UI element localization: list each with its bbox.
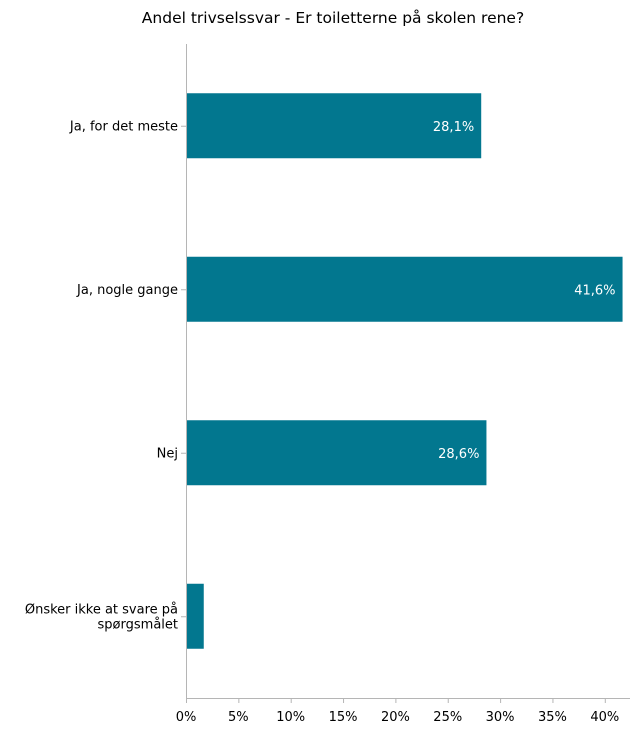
x-tick-label: 25% [433, 710, 462, 725]
bar-value-label: 28,6% [438, 447, 479, 462]
bar [187, 256, 623, 322]
bars-layer: Ja, for det meste 28,1% Ja, nogle gange 41,… [25, 93, 623, 649]
bar-value-label: 41,6% [574, 283, 615, 298]
x-tick-label: 15% [329, 710, 358, 725]
x-tick-label: 35% [538, 710, 567, 725]
bar [187, 583, 204, 649]
x-tick-label: 40% [590, 710, 619, 725]
y-category-label: Ja, for det meste [69, 119, 178, 134]
x-tick-label: 30% [486, 710, 515, 725]
y-category-label: Ja, nogle gange [76, 283, 178, 298]
axes: 0% 5% 10% 15% 20% 25% 30% 35% 40% [176, 44, 630, 725]
y-category-label: Ønsker ikke at svare på spørgsmålet [25, 602, 178, 632]
y-category-label: Nej [157, 446, 178, 461]
x-tick-label: 0% [176, 710, 197, 725]
bar [187, 420, 487, 486]
chart-title: Andel trivselssvar - Er toiletterne på s… [142, 9, 524, 27]
x-tick-label: 10% [276, 710, 305, 725]
bar [187, 93, 482, 159]
bar-value-label: 28,1% [433, 120, 474, 135]
x-tick-label: 5% [228, 710, 249, 725]
x-tick-label: 20% [381, 710, 410, 725]
